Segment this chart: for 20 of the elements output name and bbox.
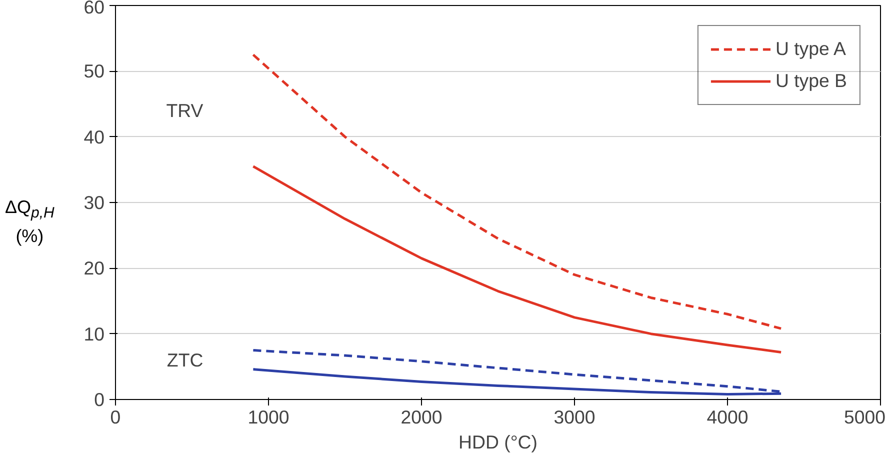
annotation: TRV bbox=[166, 100, 204, 122]
y-tick-label: 60 bbox=[84, 0, 105, 18]
y-axis-title: ΔQ$_{p,H}$ (%) bbox=[5, 196, 54, 248]
y-tick-label: 0 bbox=[94, 389, 105, 410]
legend-label: U type A bbox=[775, 38, 846, 60]
y-tick-label: 50 bbox=[84, 60, 105, 82]
legend-label: U type B bbox=[775, 70, 847, 92]
y-tick-label: 40 bbox=[84, 126, 105, 148]
x-tick-label: 2000 bbox=[400, 406, 442, 428]
x-axis-title: HDD (°C) bbox=[458, 432, 538, 452]
y-tick-label: 20 bbox=[84, 258, 105, 279]
y-tick-label: 30 bbox=[84, 192, 105, 213]
x-tick-label: 4000 bbox=[706, 406, 748, 428]
x-tick-label: 0 bbox=[110, 406, 121, 428]
y-tick-label: 10 bbox=[84, 323, 105, 344]
x-tick-label: 5000 bbox=[844, 406, 886, 428]
annotation: ZTC bbox=[166, 349, 204, 370]
x-tick-label: 1000 bbox=[248, 406, 290, 428]
x-tick-label: 3000 bbox=[554, 406, 596, 428]
line-series bbox=[252, 165, 782, 354]
